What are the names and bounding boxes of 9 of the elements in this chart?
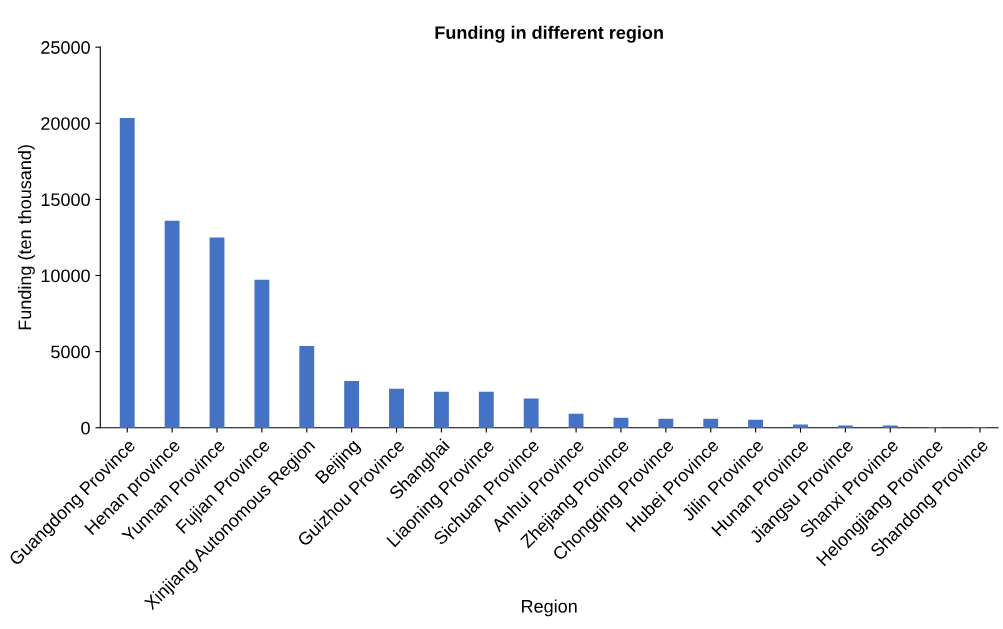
y-tick-label: 25000	[41, 41, 90, 54]
chart-title: Funding in different region	[435, 25, 663, 43]
y-tick-label: 20000	[41, 117, 90, 130]
y-axis-title: Funding (ten thousand)	[17, 145, 35, 330]
y-tick-label: 5000	[51, 345, 90, 359]
y-tick-label: 0	[81, 421, 90, 435]
y-tick-label: 10000	[41, 269, 90, 283]
y-tick-label: 15000	[41, 193, 90, 207]
x-axis-title: Region	[522, 599, 577, 617]
